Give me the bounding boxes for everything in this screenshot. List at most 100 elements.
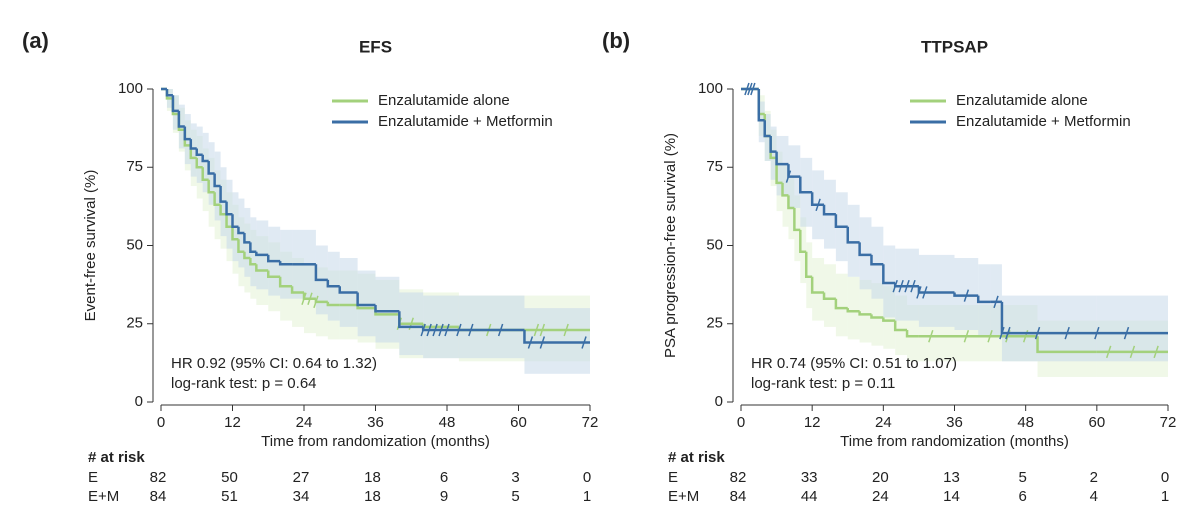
legend-label: Enzalutamide + Metformin (378, 113, 553, 130)
km-step (249, 258, 257, 266)
risk-count: 20 (872, 469, 889, 486)
km-step (189, 139, 197, 150)
km-step (976, 295, 991, 304)
censor-mark (456, 323, 462, 337)
x-tick-label: 36 (367, 414, 384, 431)
km-step (267, 270, 281, 279)
risk-count: 5 (1018, 469, 1026, 486)
km-step (846, 226, 860, 244)
ci-band (859, 279, 872, 343)
censor-mark (539, 323, 546, 337)
censor-mark (444, 323, 450, 337)
ci-band (202, 132, 209, 193)
ci-band (758, 101, 765, 143)
y-tick-label: 0 (715, 393, 723, 410)
km-step (834, 214, 848, 228)
risk-count: 0 (1161, 469, 1169, 486)
km-step (799, 229, 807, 254)
risk-count: 33 (801, 469, 818, 486)
risk-count: 1 (1161, 488, 1169, 505)
censor-mark (426, 323, 432, 337)
censor-mark (1129, 345, 1136, 359)
risk-count: 6 (440, 469, 448, 486)
km-step (183, 126, 191, 141)
y-axis-label: PSA progression-free survival (%) (662, 133, 679, 358)
ci-band (770, 126, 777, 180)
censor-mark (1005, 326, 1011, 340)
km-step (231, 214, 239, 228)
km-step (243, 232, 251, 244)
km-step (231, 226, 239, 241)
annotation: log-rank test: p = 0.64 (171, 375, 317, 392)
ci-band (847, 204, 860, 277)
legend-label: Enzalutamide alone (378, 92, 510, 109)
censor-mark (892, 279, 898, 293)
x-tick-label: 0 (157, 414, 165, 431)
km-step (255, 264, 269, 272)
y-tick-label: 0 (135, 393, 143, 410)
censor-mark (468, 323, 474, 337)
km-step (249, 242, 257, 254)
censor-mark (898, 279, 904, 293)
x-axis-label: Time from randomization (months) (261, 433, 490, 450)
x-tick-label: 24 (875, 414, 892, 431)
ci-band (1001, 295, 1038, 362)
km-step (267, 254, 281, 263)
km-step (213, 173, 221, 188)
km-step (398, 311, 424, 329)
km-step (858, 242, 872, 257)
ci-band (357, 270, 376, 337)
censor-mark (301, 292, 307, 305)
km-step (846, 308, 860, 313)
ci-band (794, 195, 801, 262)
censor-mark (785, 170, 792, 183)
km-step (858, 311, 872, 316)
risk-row-label: E+M (668, 488, 699, 505)
censor-mark (922, 286, 928, 299)
km-step (243, 251, 251, 260)
y-axis-label: Event-free survival (%) (82, 170, 99, 322)
y-tick-label: 75 (706, 158, 723, 175)
km-step (219, 204, 227, 216)
risk-count: 82 (730, 469, 747, 486)
km-step (882, 317, 896, 322)
censor-mark (750, 82, 756, 96)
x-tick-label: 72 (1160, 414, 1177, 431)
km-step (870, 254, 884, 266)
x-tick-label: 0 (737, 414, 745, 431)
risk-count: 1 (583, 488, 591, 505)
risk-count: 4 (1090, 488, 1098, 505)
ci-band (375, 276, 400, 343)
km-step (810, 192, 825, 207)
risk-table-title: # at risk (668, 449, 725, 466)
censor-mark (432, 323, 438, 337)
y-tick-label: 50 (126, 236, 143, 253)
risk-count: 50 (221, 469, 238, 486)
ci-band (871, 283, 884, 346)
x-tick-label: 60 (510, 414, 527, 431)
censor-mark (581, 336, 587, 349)
km-step (787, 195, 795, 210)
risk-count: 24 (872, 488, 889, 505)
km-step (870, 314, 884, 319)
km-step (278, 261, 293, 266)
km-step (195, 157, 203, 169)
km-step (165, 89, 173, 97)
y-tick-label: 75 (126, 158, 143, 175)
km-step (356, 292, 376, 307)
risk-count: 84 (150, 488, 167, 505)
risk-row-label: E (88, 469, 98, 486)
censor-mark (747, 82, 753, 96)
panel-label: (b) (602, 28, 630, 53)
risk-count: 6 (1018, 488, 1026, 505)
risk-count: 14 (943, 488, 960, 505)
km-step (793, 207, 801, 232)
risk-count: 84 (730, 488, 747, 505)
ci-band (524, 308, 590, 374)
km-step (171, 95, 179, 113)
ci-band (895, 295, 908, 356)
x-tick-label: 12 (224, 414, 241, 431)
km-step (225, 201, 233, 216)
risk-row-label: E (668, 469, 678, 486)
